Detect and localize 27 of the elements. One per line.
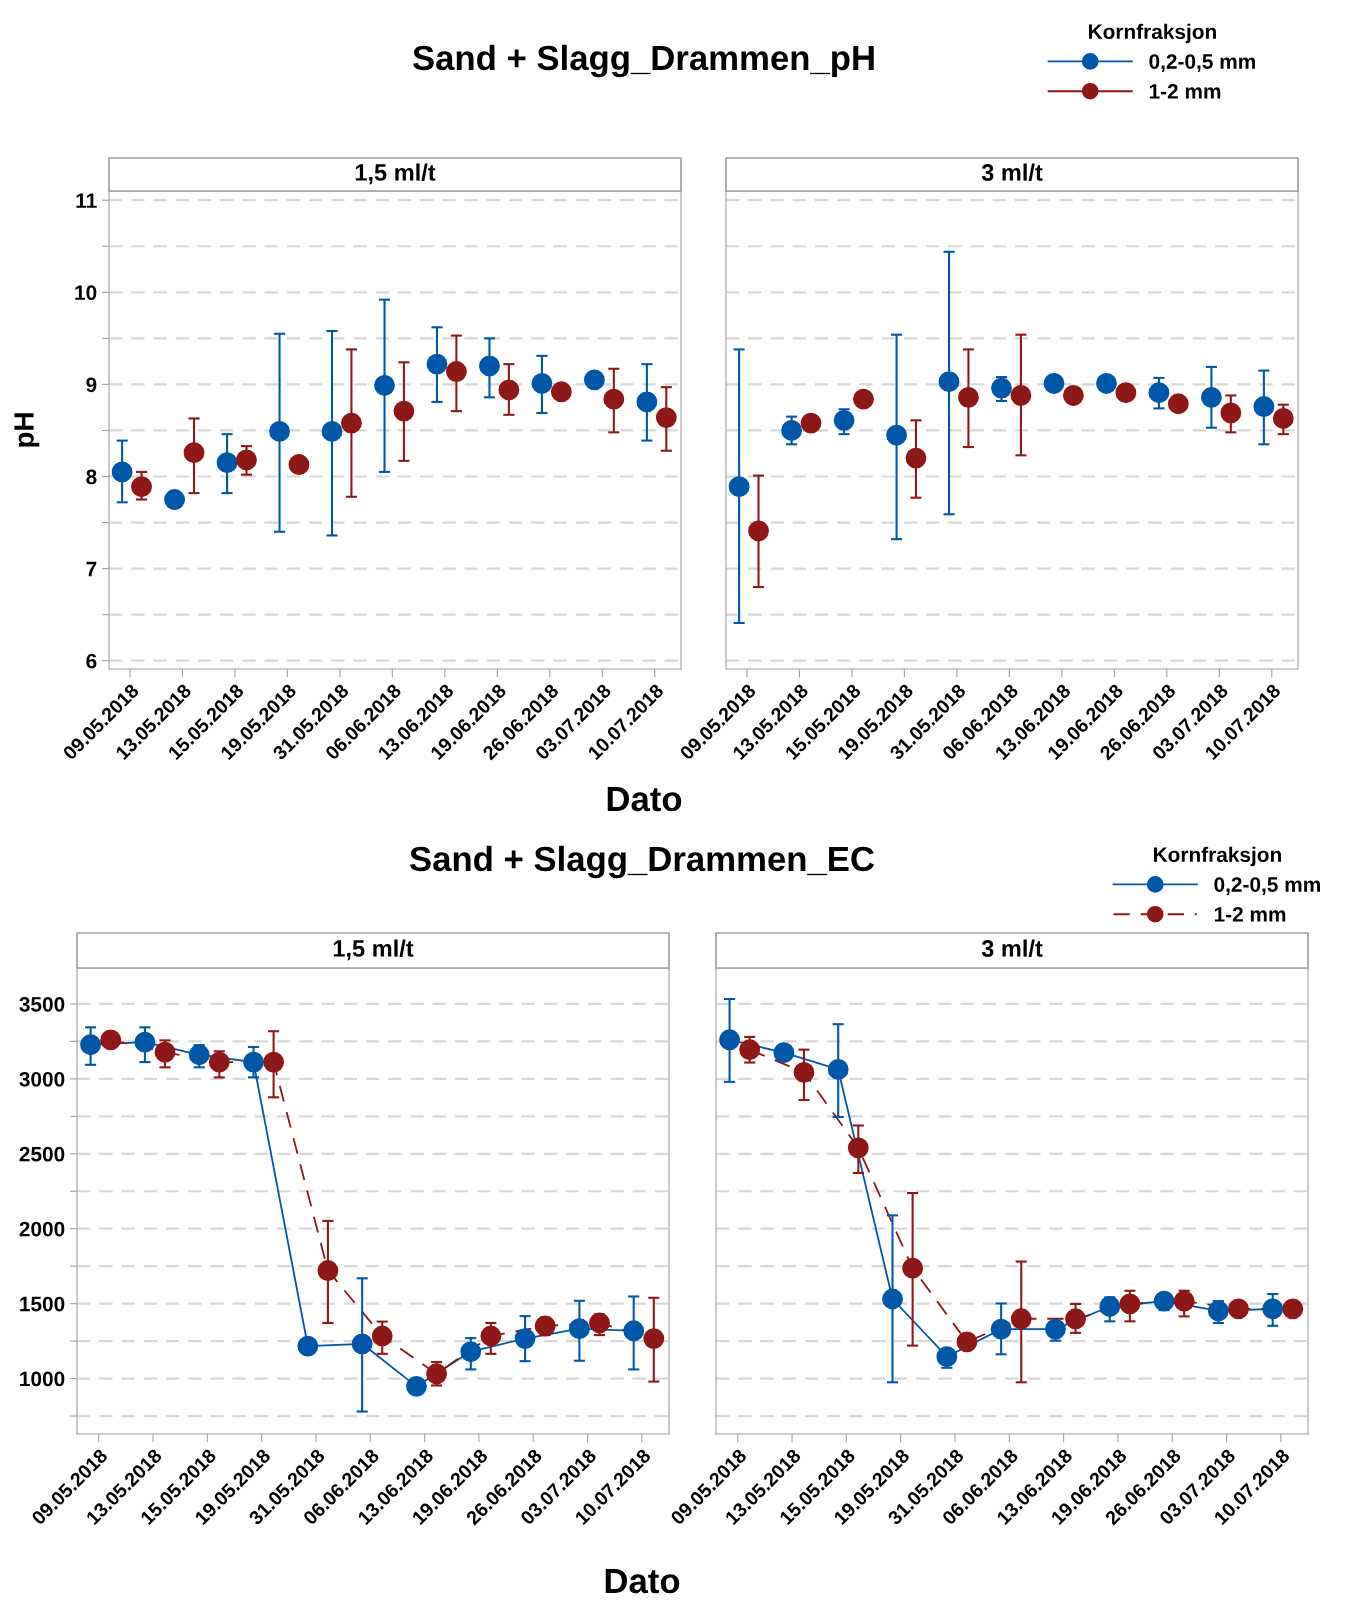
chart-subtitle: 1,5 ml/t — [355, 163, 436, 185]
chart-subtitle: 3 ml/t — [981, 939, 1043, 958]
x-axis-title: Dato — [605, 1569, 680, 1594]
y-tick-label: 1500 — [20, 1296, 65, 1312]
x-axis-title: Dato — [607, 787, 682, 812]
y-tick-label: 2500 — [19, 1146, 65, 1162]
legend-label: 0,2-0,5 mm — [1214, 877, 1320, 895]
legend-label: 1-2 mm — [1214, 906, 1286, 922]
y-tick-label: 10 — [75, 285, 97, 301]
chart-subtitle: 1,5 ml/t — [333, 939, 414, 961]
y-tick-label: 3500 — [19, 996, 65, 1012]
chart-title: Sand + Slagg_Drammen_pH — [412, 44, 874, 78]
y-axis-title: pH — [14, 413, 40, 447]
y-tick-label: 11 — [76, 193, 97, 208]
y-tick-label: 7 — [86, 561, 97, 577]
chart-subtitle: 3 ml/t — [981, 163, 1043, 182]
chart-title: Sand + Slagg_Drammen_EC — [409, 845, 875, 879]
legend-title: Kornfraksjon — [1088, 23, 1216, 44]
legend-label: 0,2-0,5 mm — [1149, 54, 1255, 72]
y-tick-label: 3000 — [19, 1071, 65, 1087]
legend-label: 1-2 mm — [1149, 83, 1221, 99]
y-tick-label: 2000 — [19, 1221, 65, 1237]
y-tick-label: 6 — [86, 653, 97, 669]
y-tick-label: 8 — [86, 469, 97, 485]
y-tick-label: 1000 — [20, 1371, 65, 1387]
legend-title: Kornfraksjon — [1153, 846, 1281, 867]
y-tick-label: 9 — [86, 377, 97, 393]
